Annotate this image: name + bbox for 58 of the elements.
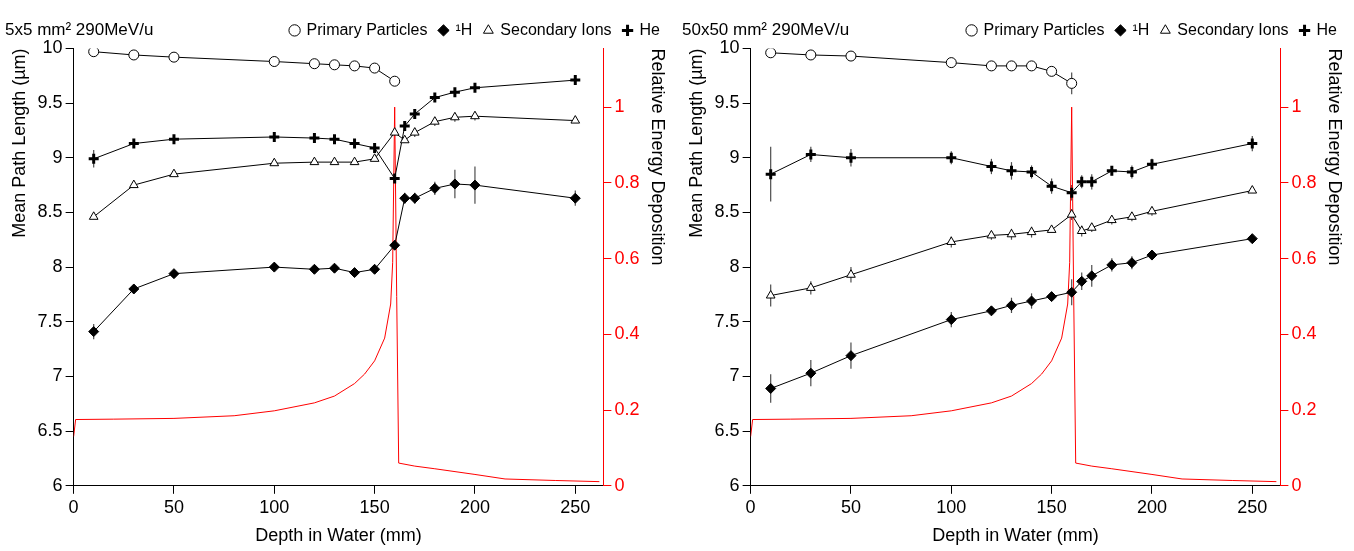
- chart-title: 50x50 mm² 290MeV/u: [682, 19, 850, 39]
- x-tick-label: 200: [1136, 496, 1167, 517]
- y-tick-label: 7: [729, 365, 740, 386]
- y2-axis-title: Relative Energy Deposition: [1325, 48, 1346, 266]
- y2-tick-label: 0: [1291, 474, 1302, 495]
- legend-label: ¹H: [1132, 20, 1150, 38]
- x-tick-label: 0: [745, 496, 756, 517]
- y-tick-label: 6: [729, 474, 740, 495]
- x-tick-label: 100: [936, 496, 967, 517]
- y-tick-label: 8.5: [37, 201, 63, 222]
- y-tick-label: 7.5: [37, 310, 63, 331]
- y-axis-title: Mean Path Length (µm): [685, 48, 706, 238]
- y2-tick-label: 1: [614, 96, 625, 117]
- legend-label: He: [1316, 20, 1338, 38]
- y2-tick-label: 0.6: [1291, 247, 1317, 268]
- legend-label: He: [639, 20, 661, 38]
- y-tick-label: 8: [729, 256, 740, 277]
- y-axis-title: Mean Path Length (µm): [8, 48, 29, 238]
- y2-tick-label: 1: [1291, 96, 1302, 117]
- x-tick-label: 50: [840, 496, 861, 517]
- y-tick-label: 9.5: [714, 92, 740, 113]
- y2-tick-label: 0.4: [1291, 323, 1317, 344]
- x-tick-label: 100: [259, 496, 290, 517]
- y2-tick-label: 0.8: [614, 171, 640, 192]
- x-tick-label: 0: [68, 496, 79, 517]
- y-tick-label: 8.5: [714, 201, 740, 222]
- x-axis-title: Depth in Water (mm): [932, 525, 1099, 546]
- y-tick-label: 6.5: [714, 420, 740, 441]
- legend-label: ¹H: [455, 20, 473, 38]
- y-tick-label: 10: [42, 37, 63, 58]
- y2-tick-label: 0.6: [614, 247, 640, 268]
- y-tick-label: 7.5: [714, 310, 740, 331]
- chart-title: 5x5 mm² 290MeV/u: [5, 19, 154, 39]
- y2-tick-label: 0.8: [1291, 171, 1317, 192]
- x-tick-label: 150: [1036, 496, 1067, 517]
- y-tick-label: 10: [719, 37, 740, 58]
- y2-tick-label: 0.4: [614, 323, 640, 344]
- y2-axis-title: Relative Energy Deposition: [648, 48, 669, 266]
- y-tick-label: 6.5: [37, 420, 63, 441]
- y-tick-label: 9.5: [37, 92, 63, 113]
- x-tick-label: 200: [459, 496, 490, 517]
- y-tick-label: 9: [52, 146, 63, 167]
- x-tick-label: 250: [1237, 496, 1268, 517]
- y-tick-label: 9: [729, 146, 740, 167]
- legend-label: Secondary Ions: [500, 20, 612, 38]
- legend-label: Primary Particles: [983, 20, 1105, 38]
- y-tick-label: 7: [52, 365, 63, 386]
- legend-label: Primary Particles: [306, 20, 428, 38]
- x-tick-label: 150: [359, 496, 390, 517]
- y-tick-label: 8: [52, 256, 63, 277]
- x-axis-title: Depth in Water (mm): [255, 525, 422, 546]
- y-tick-label: 6: [52, 474, 63, 495]
- x-tick-label: 50: [163, 496, 184, 517]
- legend-label: Secondary Ions: [1177, 20, 1289, 38]
- y2-tick-label: 0.2: [1291, 399, 1317, 420]
- y2-tick-label: 0: [614, 474, 625, 495]
- y2-tick-label: 0.2: [614, 399, 640, 420]
- x-tick-label: 250: [560, 496, 591, 517]
